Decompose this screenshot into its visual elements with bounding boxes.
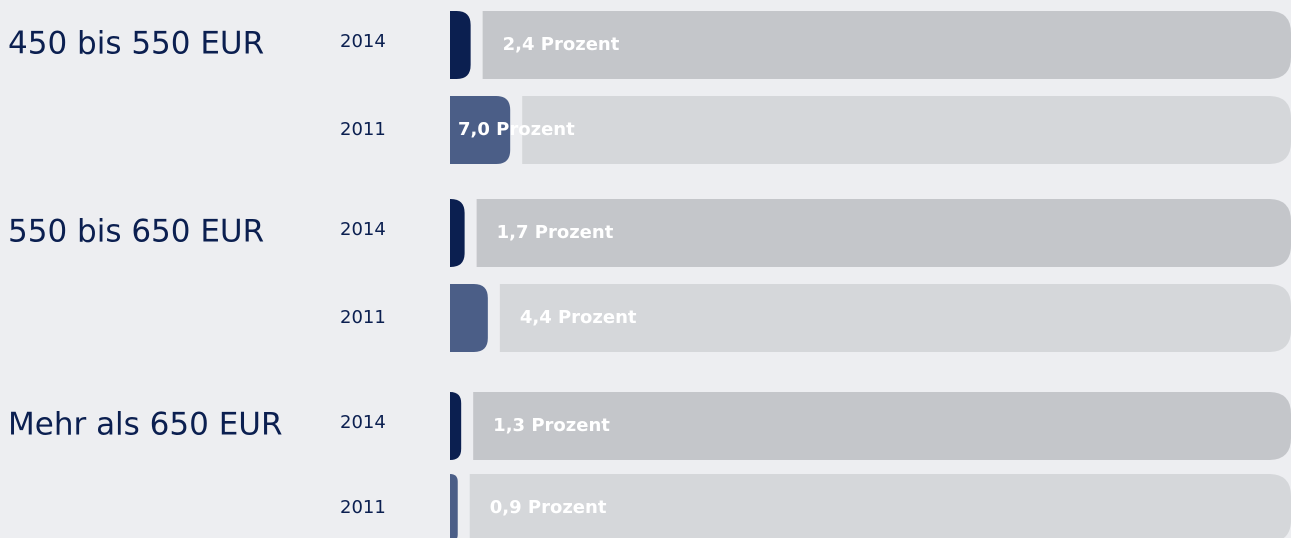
year-label: 2011: [340, 307, 386, 328]
track: [482, 11, 1291, 79]
bar: [450, 96, 511, 164]
bar: [450, 284, 488, 352]
track: [476, 199, 1291, 267]
bar: [450, 474, 458, 538]
value-label: 1,3 Prozent: [493, 415, 610, 436]
track: [469, 474, 1291, 538]
year-label: 2011: [340, 119, 386, 140]
value-label: 0,9 Prozent: [490, 497, 607, 518]
value-label: 4,4 Prozent: [520, 307, 637, 328]
value-label: 2,4 Prozent: [503, 34, 620, 55]
value-label: 7,0 Prozent: [458, 119, 575, 140]
value-label: 1,7 Prozent: [497, 222, 614, 243]
track: [499, 284, 1291, 352]
track: [473, 392, 1291, 460]
category-label: 550 bis 650 EUR: [8, 214, 264, 250]
bar: [450, 392, 462, 460]
year-label: 2011: [340, 497, 386, 518]
year-label: 2014: [340, 31, 386, 52]
bar: [450, 11, 471, 79]
category-label: Mehr als 650 EUR: [8, 407, 283, 443]
year-label: 2014: [340, 219, 386, 240]
category-label: 450 bis 550 EUR: [8, 26, 264, 62]
track: [522, 96, 1291, 164]
year-label: 2014: [340, 412, 386, 433]
bar: [450, 199, 465, 267]
